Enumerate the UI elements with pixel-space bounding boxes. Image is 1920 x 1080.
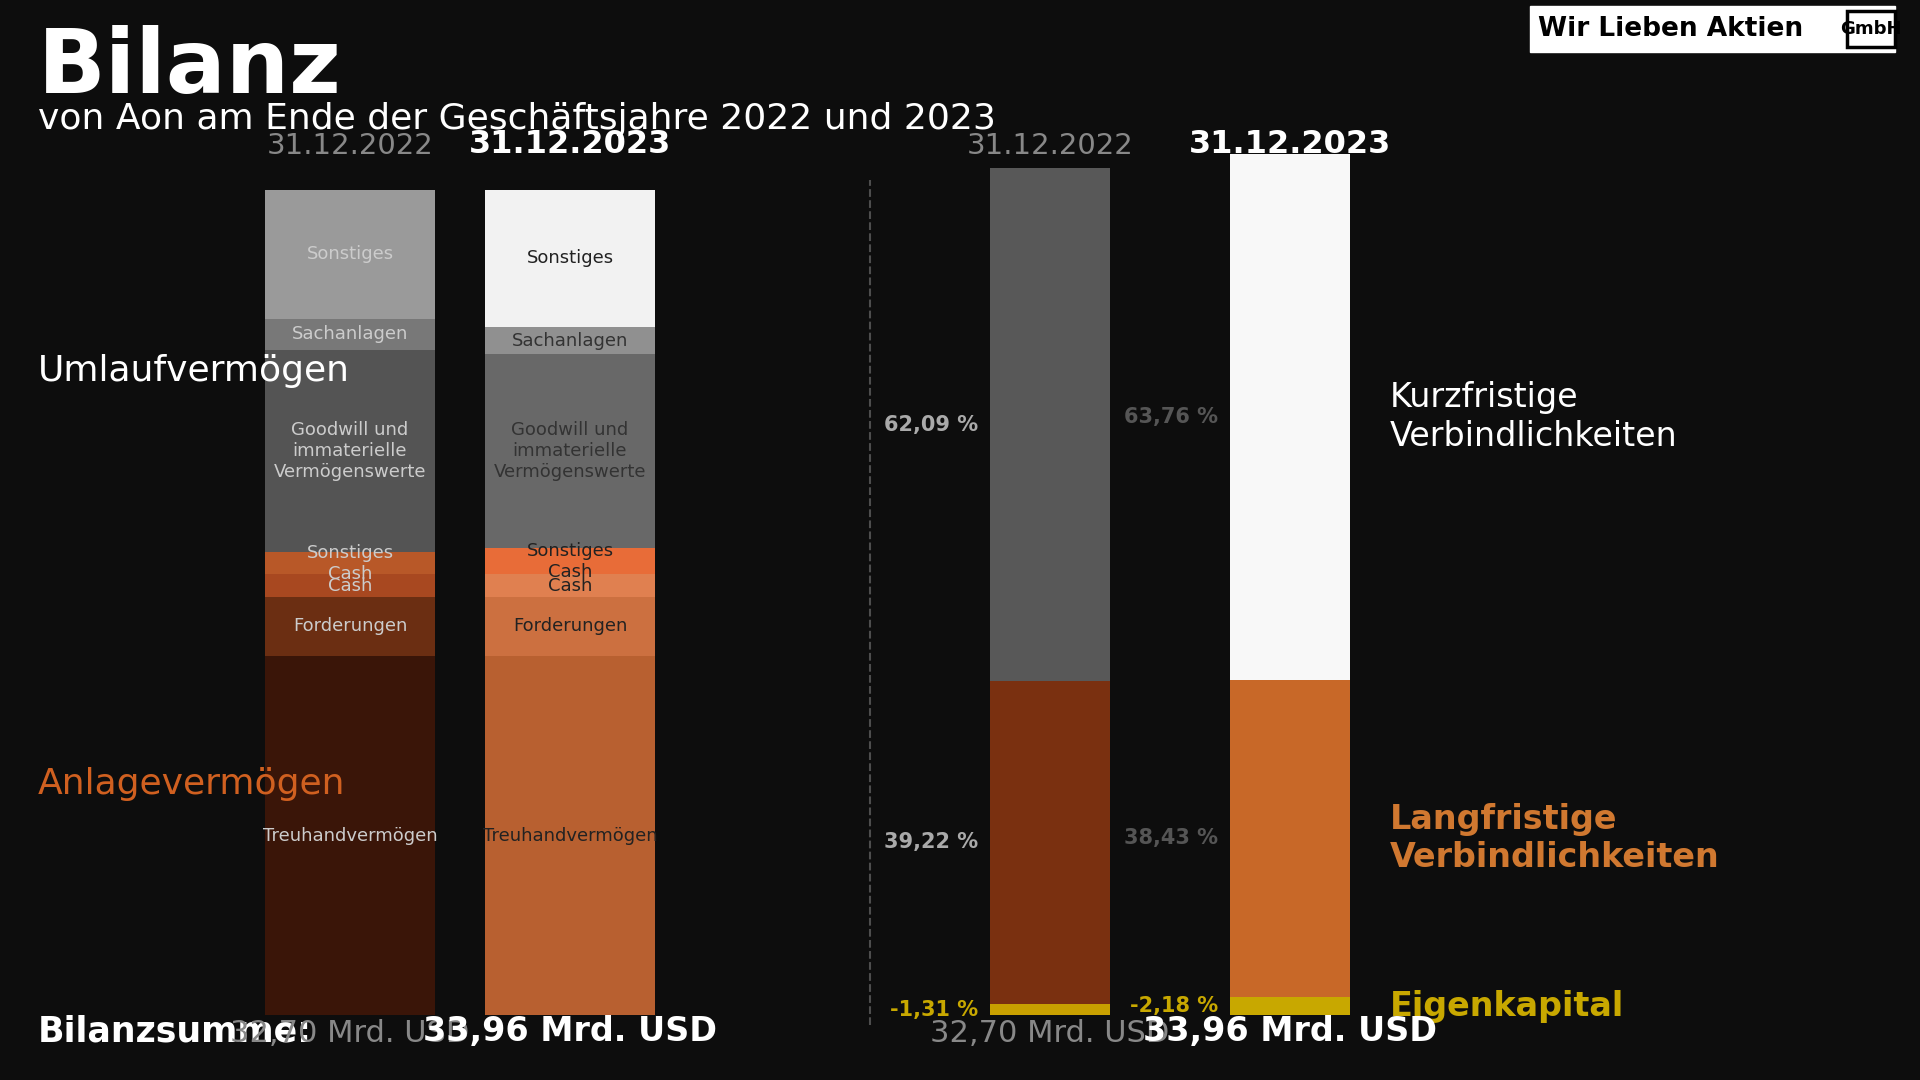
Text: 62,09 %: 62,09 % (883, 415, 977, 434)
Text: Cash: Cash (328, 577, 372, 595)
Text: 31.12.2023: 31.12.2023 (468, 129, 672, 160)
Text: GmbH: GmbH (1839, 21, 1901, 38)
Bar (991, 1004, 1110, 1015)
Text: 31.12.2022: 31.12.2022 (966, 132, 1133, 160)
FancyBboxPatch shape (1530, 6, 1895, 52)
Text: Goodwill und
immaterielle
Vermögenswerte: Goodwill und immaterielle Vermögenswerte (493, 421, 647, 481)
Text: 33,96 Mrd. USD: 33,96 Mrd. USD (422, 1015, 716, 1048)
Text: Treuhandvermögen: Treuhandvermögen (482, 826, 657, 845)
Text: Kurzfristige
Verbindlichkeiten: Kurzfristige Verbindlichkeiten (1390, 381, 1678, 453)
Text: Sachanlagen: Sachanlagen (513, 332, 628, 350)
Text: 31.12.2023: 31.12.2023 (1188, 129, 1392, 160)
Text: 31.12.2022: 31.12.2022 (267, 132, 434, 160)
Text: Bilanzsumme:: Bilanzsumme: (38, 1014, 311, 1048)
Bar (1231, 154, 1350, 680)
Bar (265, 350, 436, 552)
Text: Forderungen: Forderungen (294, 618, 407, 635)
Text: Sonstiges: Sonstiges (526, 249, 614, 268)
Text: Sonstiges
Cash: Sonstiges Cash (526, 542, 614, 581)
Bar (486, 354, 655, 548)
Text: Umlaufvermögen: Umlaufvermögen (38, 354, 349, 388)
Text: 38,43 %: 38,43 % (1123, 828, 1217, 849)
Text: Forderungen: Forderungen (513, 618, 628, 635)
Bar (265, 657, 436, 1015)
Bar (486, 575, 655, 597)
Text: von Aon am Ende der Geschäftsjahre 2022 und 2023: von Aon am Ende der Geschäftsjahre 2022 … (38, 102, 996, 136)
Text: 32,70 Mrd. USD: 32,70 Mrd. USD (230, 1020, 470, 1048)
Bar (486, 597, 655, 657)
Bar (1231, 680, 1350, 997)
Text: 33,96 Mrd. USD: 33,96 Mrd. USD (1142, 1015, 1436, 1048)
Bar (1231, 997, 1350, 1015)
Text: 32,70 Mrd. USD: 32,70 Mrd. USD (931, 1020, 1169, 1048)
Bar (265, 597, 436, 657)
Text: Goodwill und
immaterielle
Vermögenswerte: Goodwill und immaterielle Vermögenswerte (275, 421, 426, 481)
Text: -2,18 %: -2,18 % (1129, 996, 1217, 1016)
Text: Sachanlagen: Sachanlagen (292, 325, 409, 343)
Text: Bilanz: Bilanz (38, 25, 342, 112)
Text: Sonstiges
Cash: Sonstiges Cash (307, 544, 394, 583)
Bar (991, 680, 1110, 1004)
Text: -1,31 %: -1,31 % (889, 1000, 977, 1020)
Text: 63,76 %: 63,76 % (1123, 407, 1217, 427)
Bar (991, 168, 1110, 680)
Bar (486, 657, 655, 1015)
Text: Wir Lieben Aktien: Wir Lieben Aktien (1538, 16, 1803, 42)
Bar (265, 575, 436, 597)
Text: Langfristige
Verbindlichkeiten: Langfristige Verbindlichkeiten (1390, 802, 1720, 874)
Bar (486, 327, 655, 354)
Text: Eigenkapital: Eigenkapital (1390, 989, 1624, 1023)
Bar (265, 552, 436, 575)
Bar (486, 548, 655, 575)
Text: Sonstiges: Sonstiges (307, 245, 394, 264)
FancyBboxPatch shape (1847, 11, 1895, 48)
Text: 39,22 %: 39,22 % (883, 833, 977, 852)
Bar (265, 190, 436, 319)
Text: Treuhandvermögen: Treuhandvermögen (263, 826, 438, 845)
Bar (265, 319, 436, 350)
Text: Cash: Cash (547, 577, 591, 595)
Bar (486, 190, 655, 327)
Text: Anlagevermögen: Anlagevermögen (38, 767, 346, 800)
